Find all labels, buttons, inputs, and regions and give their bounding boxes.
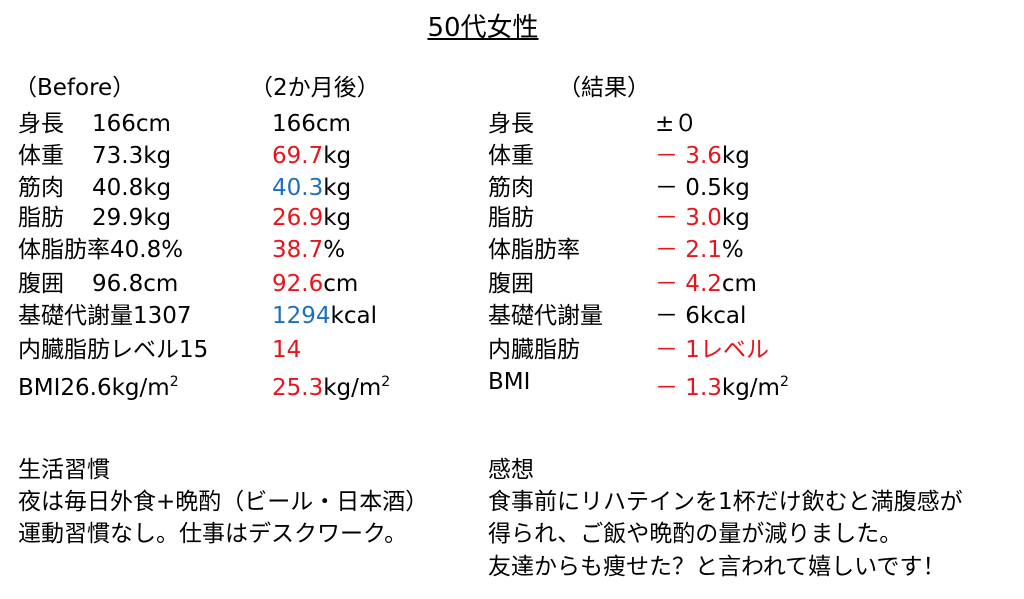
text-part: ±０ [655,111,698,137]
result-label: BMI [488,369,531,395]
text-part: 基礎代謝量 [18,303,133,329]
text-part: 96.8cm [92,271,179,297]
text-part: 15 [179,337,209,363]
text-part: kg [721,205,750,231]
before-row: BMI26.6kg/m2 [18,368,179,402]
text-part: kg [323,175,352,201]
text-part: 体重 [18,143,64,169]
text-part: 40.3 [272,175,324,201]
text-part: － 2.1 [655,237,722,263]
before-row: 基礎代謝量1307 [18,302,192,330]
text-part: 40.8kg [92,175,172,201]
after-row: 1294kcal [272,302,377,330]
text-part: 38.7 [272,237,324,263]
text-part: % [323,237,346,263]
superscript: 2 [169,374,179,390]
text-part: kg [323,205,352,231]
text-part: － 6kcal [655,303,747,329]
text-part: － 3.0 [655,205,722,231]
text-part: kcal [330,303,377,329]
title: 50代女性 [427,13,539,43]
result-value: ±０ [655,110,697,138]
before-row: 筋肉 40.8kg [18,174,171,202]
text-part: kg/m [323,375,382,401]
result-value: － 1.3kg/m2 [655,368,789,402]
after-row: 25.3kg/m2 [272,368,390,402]
text-part: 166cm [92,111,171,137]
result-value: － 3.6kg [655,142,750,170]
result-label: 体重 [488,143,534,169]
text-part: 73.3kg [92,143,172,169]
text-part: 体脂肪率 [18,237,110,263]
before-row: 体重 73.3kg [18,142,171,170]
after-row: 14 [272,336,301,364]
result-value: － 1レベル [655,336,769,364]
header-after: （2か月後） [250,75,380,101]
before-row: 身長 166cm [18,110,171,138]
text-part: 29.9kg [92,205,172,231]
before-row: 腹囲 96.8cm [18,270,178,298]
before-row: 体脂肪率40.8% [18,236,183,264]
text-part: － 0.5kg [655,175,750,201]
result-value: － 4.2cm [655,270,757,298]
text-part: 25.3 [272,375,324,401]
after-row: 92.6cm [272,270,358,298]
header-result: （結果） [558,75,650,101]
text-part: 69.7 [272,143,324,169]
after-row: 166cm [272,110,351,138]
text-part: cm [721,271,757,297]
result-label: 脂肪 [488,205,534,231]
impression-line: 友達からも痩せた？と言われて嬉しいです！ [488,554,946,580]
text-part: 26.6kg/m [60,375,170,401]
text-part: cm [323,271,359,297]
text-part: % [721,237,744,263]
text-part: 身長 [18,111,64,137]
impression-line: 食事前にリハテインを1杯だけ飲むと満腹感が [488,489,963,515]
lifestyle-title: 生活習慣 [18,457,110,483]
before-row: 脂肪 29.9kg [18,204,171,232]
text-part: 1294 [272,303,331,329]
result-value: － 0.5kg [655,174,750,202]
text-part: 筋肉 [18,175,64,201]
lifestyle-line: 運動習慣なし。仕事はデスクワーク。 [18,521,408,547]
text-part: kg/m [721,375,780,401]
result-label: 基礎代謝量 [488,303,603,329]
superscript: 2 [381,374,391,390]
superscript: 2 [779,374,789,390]
result-label: 筋肉 [488,175,534,201]
result-label: 身長 [488,111,534,137]
text-part: 脂肪 [18,205,64,231]
text-part: － 4.2 [655,271,722,297]
impression-line: 得られ、ご飯や晩酌の量が減りました。 [488,521,903,547]
text-part: 92.6 [272,271,324,297]
text-part: 166cm [272,111,351,137]
text-part: － 1レベル [655,337,769,363]
result-label: 腹囲 [488,271,534,297]
text-part: 1307 [133,303,192,329]
text-part: 26.9 [272,205,324,231]
text-part: 内臓脂肪レベル [18,337,179,363]
lifestyle-line: 夜は毎日外食+晩酌（ビール・日本酒） [18,489,429,515]
text-part: 40.8% [110,237,184,263]
after-row: 69.7kg [272,142,351,170]
text-part: 腹囲 [18,271,64,297]
text-part: kg [721,143,750,169]
impression-title: 感想 [488,457,534,483]
after-row: 40.3kg [272,174,351,202]
result-value: － 3.0kg [655,204,750,232]
text-part: kg [323,143,352,169]
result-label: 体脂肪率 [488,237,580,263]
after-row: 26.9kg [272,204,351,232]
result-label: 内臓脂肪 [488,337,580,363]
result-value: － 2.1% [655,236,744,264]
after-row: 38.7% [272,236,345,264]
before-row: 内臓脂肪レベル15 [18,336,208,364]
result-value: － 6kcal [655,302,746,330]
text-part: 14 [272,337,302,363]
header-before: （Before） [14,75,136,101]
text-part: － 3.6 [655,143,722,169]
text-part: － 1.3 [655,375,722,401]
text-part: BMI [18,375,61,401]
